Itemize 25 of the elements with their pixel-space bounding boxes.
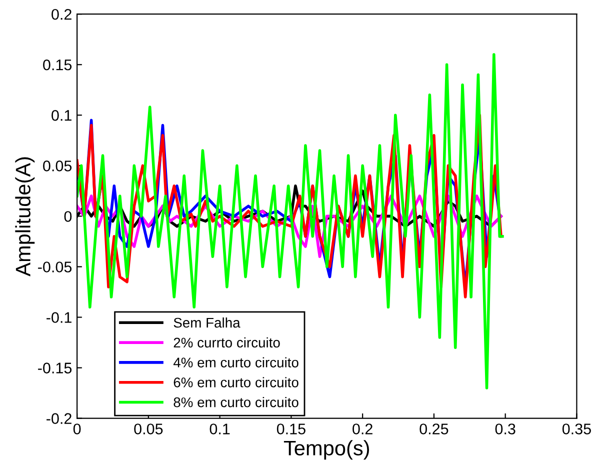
legend-label: 8% em curto circuito [174,397,298,408]
x-tick-label: 0.35 [562,424,591,434]
x-axis-title: Tempo(s) [284,440,370,460]
legend-label: 2% currto circuito [174,337,280,348]
legend-label: Sem Falha [174,317,240,328]
x-tick-label: 0.25 [420,424,448,434]
y-tick-label: 0.05 [43,160,72,172]
y-tick-label: 0.1 [52,110,72,121]
line-series [77,53,504,390]
x-tick-label: 0.15 [276,424,306,434]
y-tick-label: -0.05 [38,262,72,272]
x-tick-label: 0.05 [134,424,163,434]
legend-label: 4% em curto circuito [173,357,298,368]
y-axis-title: Amplitude(A) [15,157,35,276]
legend-label: 6% em curto circuito [174,377,298,388]
y-tick-label: -0.1 [46,312,72,323]
y-tick-label: -0.2 [46,413,72,424]
x-tick-label: 0.1 [210,424,230,434]
y-tick-label: 0 [64,211,72,222]
x-tick-label: 0.2 [352,424,372,434]
x-tick-label: 0 [73,424,81,434]
y-tick-label: 0.15 [43,59,72,70]
x-tick-label: 0.3 [495,424,516,434]
y-tick-label: 0.2 [52,8,72,20]
y-tick-label: -0.15 [38,362,72,374]
